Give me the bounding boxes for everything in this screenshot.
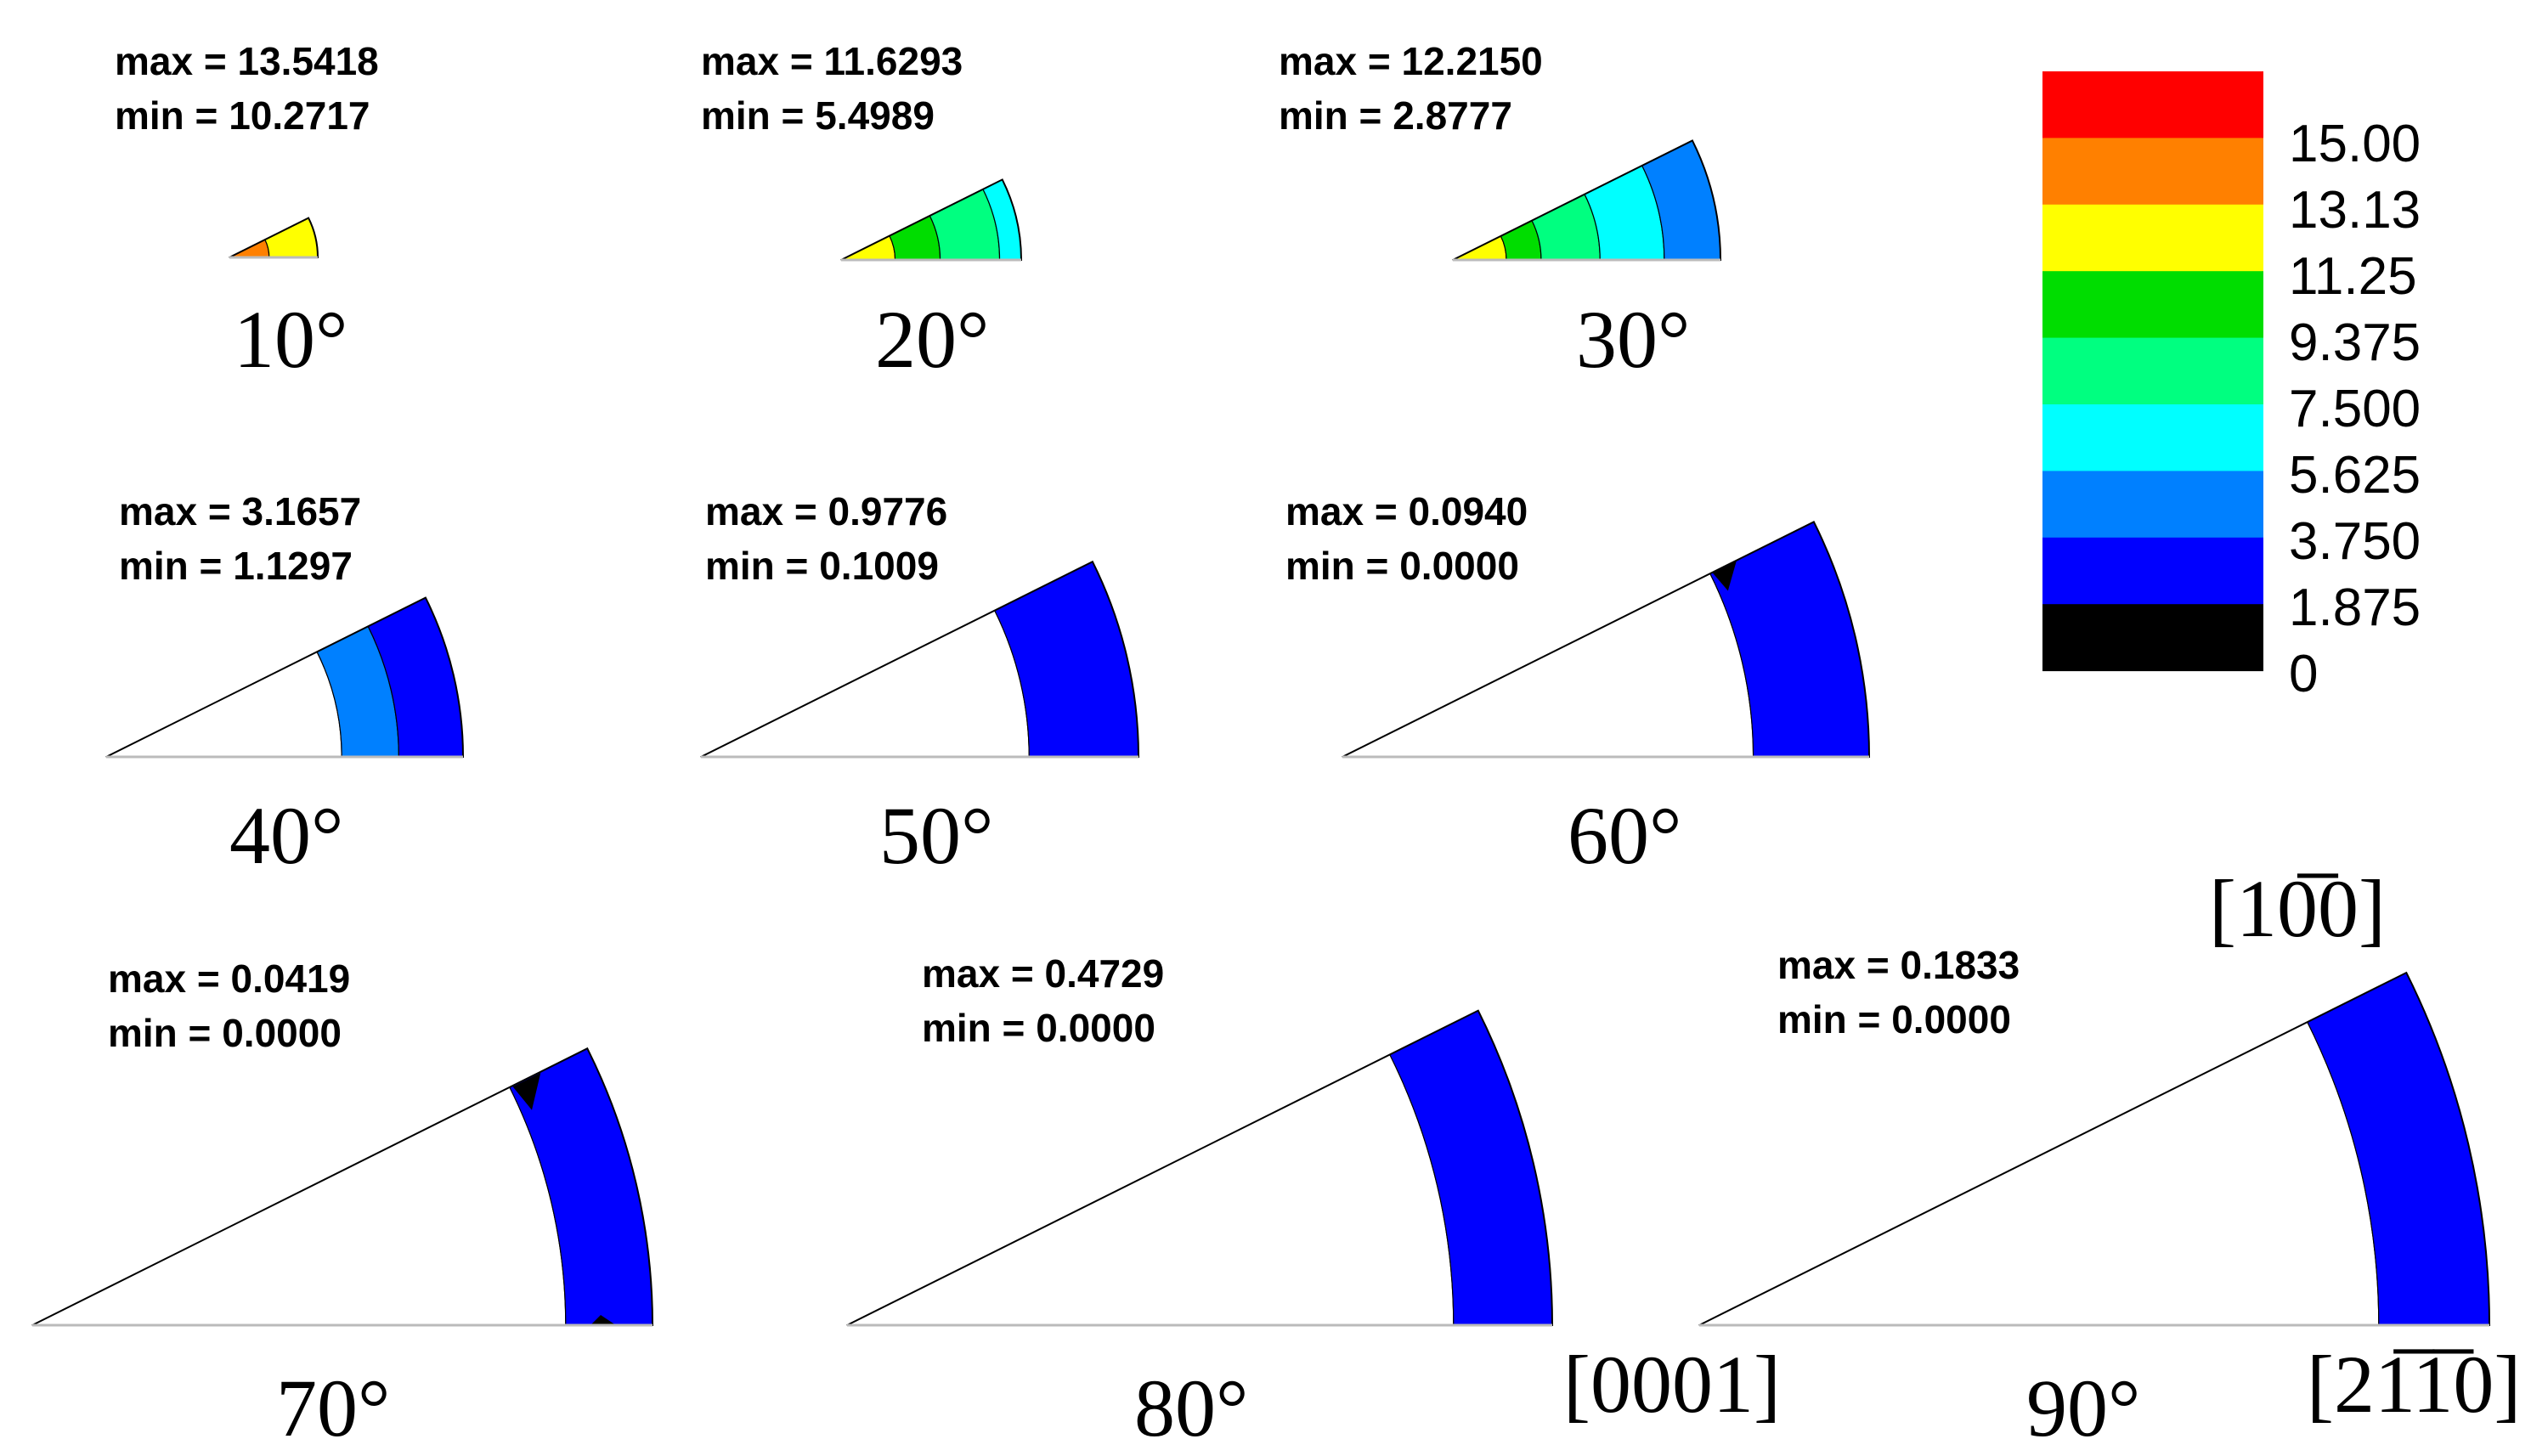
max-value-label: max = 11.6293	[701, 39, 963, 83]
contour-band	[700, 609, 1030, 758]
wedge-outline	[105, 596, 465, 758]
legend-tick-label: 9.375	[2289, 313, 2421, 372]
minimum-spot	[1712, 561, 1737, 591]
tilt-angle-label: 60°	[1568, 790, 1681, 881]
contour-band	[264, 217, 319, 258]
pole-figure-panel: max = 0.0419 min = 0.0000 70°	[31, 957, 654, 1453]
min-value-label: min = 2.8777	[1279, 93, 1512, 138]
tilt-angle-label: 90°	[2026, 1363, 2140, 1453]
contour-band	[105, 651, 342, 758]
direction-label-left: [0001]	[1563, 1339, 1781, 1430]
minimum-spot	[512, 1073, 541, 1110]
pole-figure-panel: max = 0.1833 min = 0.0000 90°	[1698, 943, 2491, 1453]
max-value-label: max = 0.9776	[705, 489, 947, 533]
wedge-outline	[1698, 971, 2491, 1326]
tilt-angle-label: 10°	[234, 294, 347, 385]
max-value-label: max = 12.2150	[1279, 39, 1543, 83]
legend-tick-label: 5.625	[2289, 446, 2421, 505]
direction-label-top: [10̅0]	[2209, 863, 2386, 954]
wedge-outline	[700, 560, 1140, 758]
max-value-label: max = 0.4729	[922, 951, 1164, 996]
wedge-outline	[1452, 139, 1722, 261]
minimum-spot	[590, 1315, 616, 1325]
pole-figure-panel: max = 3.1657 min = 1.1297 40°	[105, 489, 465, 881]
max-value-label: max = 13.5418	[115, 39, 379, 83]
legend-color-band	[2042, 271, 2263, 339]
legend-tick-label: 0	[2289, 645, 2318, 703]
direction-label-right: [21̅1̅0]	[2307, 1339, 2521, 1430]
min-value-label: min = 0.1009	[705, 544, 939, 588]
tilt-angle-label: 20°	[875, 294, 989, 385]
wedge-outline	[840, 178, 1023, 261]
pole-figure-panel: max = 0.9776 min = 0.1009 50°	[700, 489, 1140, 881]
pole-figure-panel: max = 0.4729 min = 0.0000 80°	[846, 951, 1554, 1453]
legend-color-band	[2042, 404, 2263, 471]
pole-figure-panel: max = 11.6293 min = 5.4989 20°	[701, 39, 1023, 385]
contour-band	[846, 1053, 1455, 1326]
legend-color-band	[2042, 337, 2263, 405]
max-value-label: max = 0.0419	[108, 957, 350, 1001]
color-legend: 15.00 13.13 11.25 9.375 7.500 5.625 3.75…	[2042, 71, 2421, 703]
legend-tick-label: 11.25	[2289, 247, 2417, 306]
wedge-outline	[846, 1009, 1554, 1326]
legend-color-band	[2042, 537, 2263, 605]
legend-color-band	[2042, 604, 2263, 672]
legend-tick-label: 3.750	[2289, 512, 2421, 571]
tilt-angle-label: 40°	[229, 790, 343, 881]
tilt-angle-label: 30°	[1576, 294, 1690, 385]
legend-tick-label: 7.500	[2289, 380, 2421, 438]
legend-color-band	[2042, 138, 2263, 206]
min-value-label: min = 5.4989	[701, 93, 935, 138]
legend-tick-label: 1.875	[2289, 578, 2421, 637]
min-value-label: min = 0.0000	[1777, 997, 2011, 1041]
wedge-outline	[31, 1047, 654, 1326]
contour-band	[1342, 573, 1754, 758]
pole-figure-panel: max = 0.0940 min = 0.0000 60°	[1285, 489, 1871, 881]
min-value-label: min = 0.0000	[922, 1006, 1155, 1050]
pole-figure-panel: max = 13.5418 min = 10.2717 10°	[115, 39, 379, 385]
legend-tick-label: 13.13	[2289, 181, 2421, 240]
max-value-label: max = 0.1833	[1777, 943, 2020, 987]
max-value-label: max = 0.0940	[1285, 489, 1528, 533]
legend-color-band	[2042, 204, 2263, 272]
min-value-label: min = 1.1297	[119, 544, 353, 588]
legend-color-band	[2042, 471, 2263, 539]
legend-tick-label: 15.00	[2289, 115, 2421, 173]
min-value-label: min = 0.0000	[1285, 544, 1519, 588]
min-value-label: min = 0.0000	[108, 1011, 342, 1055]
max-value-label: max = 3.1657	[119, 489, 361, 533]
min-value-label: min = 10.2717	[115, 93, 370, 138]
tilt-angle-label: 70°	[276, 1363, 390, 1453]
tilt-angle-label: 80°	[1134, 1363, 1248, 1453]
pole-figure-panel: max = 12.2150 min = 2.8777 30°	[1279, 39, 1722, 385]
legend-color-band	[2042, 71, 2263, 138]
tilt-angle-label: 50°	[879, 790, 993, 881]
contour-band	[31, 1086, 567, 1326]
contour-band	[1698, 1021, 2380, 1326]
wedge-outline	[1342, 521, 1871, 758]
